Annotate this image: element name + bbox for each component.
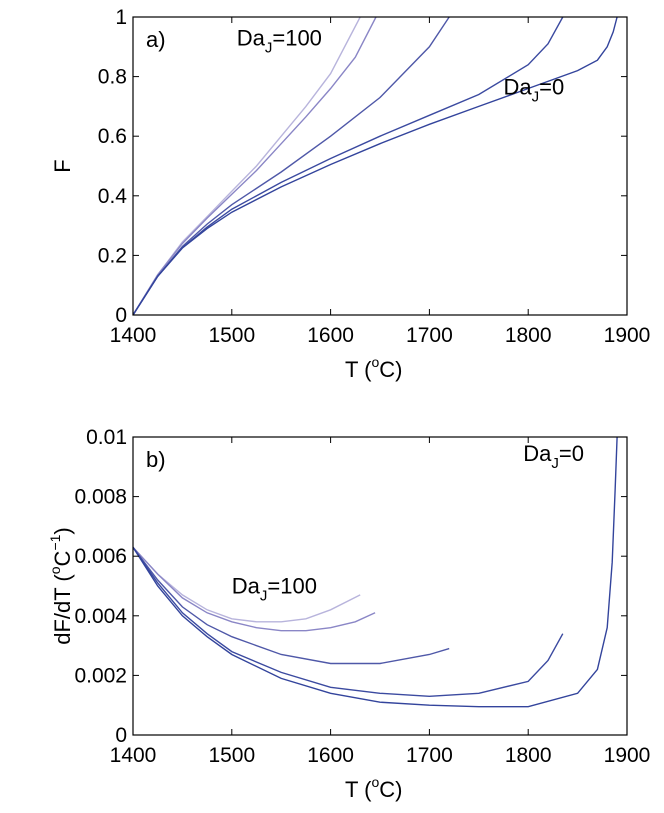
x-axis-label-end: C)	[379, 777, 402, 802]
y-tick-label: 0.4	[98, 185, 128, 208]
panel-a: 1400 1500 1600 1700 1800 1900 0 0.2 0.4 0.6 0.8 1 T …	[50, 6, 650, 382]
y-tick-label: 0.6	[98, 125, 127, 148]
y-tick-label: 0.8	[98, 66, 127, 89]
series-annotation-1: DaJ=100	[232, 573, 317, 604]
x-tick-label: 1400	[110, 744, 157, 767]
annotation-value: =100	[267, 573, 317, 598]
annotation-subscript: J	[260, 587, 268, 604]
annotation-subscript: J	[532, 88, 540, 105]
y-tick-label: 0	[115, 724, 127, 747]
y-axis-label: dF/dT (oC−1)	[47, 527, 75, 645]
y-axis-label-exp: −1	[47, 534, 63, 550]
x-tick-label: 1600	[307, 744, 354, 767]
plot-frame	[132, 16, 628, 316]
y-tick-label: 0.002	[74, 664, 127, 687]
series-line-3	[132, 16, 450, 316]
y-tick-label: 0.01	[86, 426, 127, 449]
x-tick-label: 1800	[505, 324, 552, 347]
x-axis-label-text: T (	[345, 777, 372, 802]
y-tick-label: 0.006	[74, 545, 127, 568]
panel-b: 1400 1500 1600 1700 1800 1900 0 0.002 0.004 0.006…	[47, 426, 650, 802]
x-tick-label: 1600	[307, 324, 354, 347]
x-axis-label-text: T (	[345, 357, 372, 382]
x-tick-label: 1400	[110, 324, 157, 347]
x-axis-label: T (oC)	[345, 774, 403, 802]
panel-label: b)	[146, 447, 166, 472]
series-line-2	[132, 546, 376, 632]
annotation-base: Da	[232, 573, 261, 598]
x-axis-label-sup: o	[371, 774, 379, 790]
y-axis-label-text: F	[50, 159, 75, 172]
series-line-4	[132, 16, 564, 316]
annotation-value: =0	[539, 74, 564, 99]
series-annotation-2: DaJ=0	[504, 74, 565, 105]
series-line-4	[132, 546, 564, 698]
annotation-base: Da	[504, 74, 533, 99]
series-line-1	[132, 546, 361, 623]
series-line-2	[132, 16, 377, 316]
y-tick-label: 0	[115, 304, 127, 327]
y-tick-label: 0.008	[74, 486, 127, 509]
annotation-value: =0	[559, 441, 584, 466]
x-axis-label-end: C)	[379, 357, 402, 382]
y-axis-label-sup: o	[47, 566, 63, 574]
x-axis-label-sup: o	[371, 354, 379, 370]
y-axis-label-text: dF/dT (	[50, 574, 75, 645]
y-tick-label: 1	[115, 6, 127, 29]
x-tick-label: 1700	[406, 744, 453, 767]
series-line-5	[132, 436, 618, 708]
plot-frame	[132, 436, 628, 736]
series-line-3	[132, 546, 450, 665]
x-axis-label: T (oC)	[345, 354, 403, 382]
panel-label: a)	[146, 27, 166, 52]
x-tick-label: 1900	[604, 324, 651, 347]
x-tick-label: 1500	[208, 744, 255, 767]
x-tick-label: 1500	[208, 324, 255, 347]
series-line-5	[132, 16, 618, 316]
annotation-value: =100	[272, 25, 322, 50]
y-tick-label: 0.004	[74, 605, 127, 628]
y-axis-label-end: )	[50, 527, 75, 534]
annotation-subscript: J	[265, 39, 273, 56]
x-tick-label: 1900	[604, 744, 651, 767]
annotation-base: Da	[237, 25, 266, 50]
series-annotation-1: DaJ=100	[237, 25, 322, 56]
x-tick-label: 1700	[406, 324, 453, 347]
x-tick-label: 1800	[505, 744, 552, 767]
series-annotation-2: DaJ=0	[523, 441, 584, 472]
y-tick-label: 0.2	[98, 244, 127, 267]
y-axis-label-unit: C	[50, 550, 75, 566]
annotation-base: Da	[523, 441, 552, 466]
y-axis-label: F	[50, 159, 75, 172]
annotation-subscript: J	[551, 455, 559, 472]
